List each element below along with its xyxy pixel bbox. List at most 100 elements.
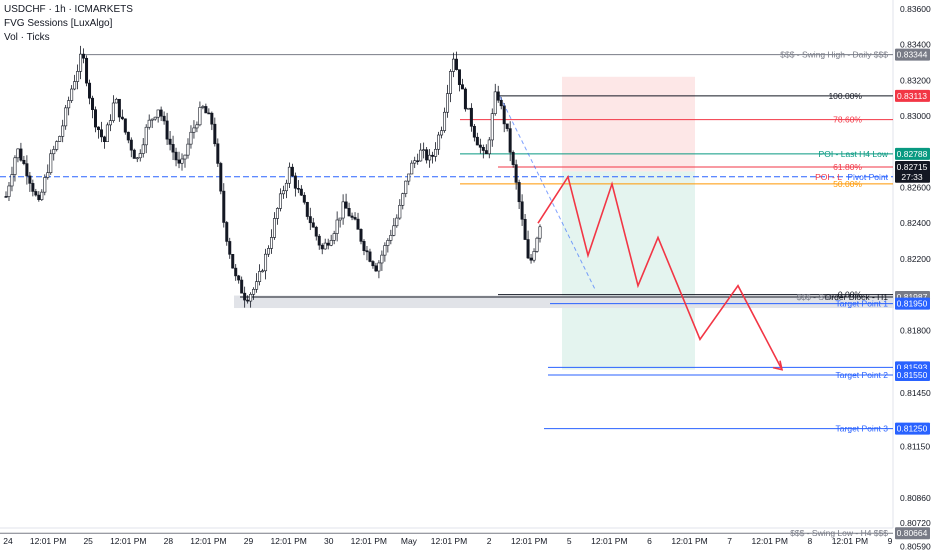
candle-body [508,128,512,153]
candle-body [225,222,229,242]
candle-body [484,150,488,155]
candle-body [517,182,521,203]
level-label: 0.00% [838,290,863,300]
candle-body [431,154,435,157]
candle-body [70,88,74,101]
candle-body [195,124,199,129]
candle-body [213,123,217,145]
candle-body [108,120,112,126]
candle-body [446,93,450,113]
price-tag: 0.81250 [897,424,928,434]
candle-body [472,125,476,138]
y-tick-label: 0.80860 [900,493,931,503]
y-tick-label: 0.81150 [900,441,930,451]
candle-body [466,107,470,110]
candle-body [332,233,336,241]
candle-body [365,250,369,253]
candle-body [449,71,453,94]
candle-body [150,118,154,121]
candle-body [138,153,142,159]
candle-body [171,144,175,153]
candle-body [505,123,509,129]
y-tick-label: 0.80590 [900,541,931,550]
candle-body [407,173,411,182]
candle-body [168,138,172,145]
x-tick-label: 12:01 PM [591,536,627,546]
level-label: 78.60% [833,115,862,125]
candle-body [91,97,95,110]
candle-body [240,279,244,294]
candle-body [73,81,77,90]
indicator-fvg-sessions[interactable]: FVG Sessions [LuxAlgo] [4,18,113,29]
candle-body [395,217,399,227]
price-tag: 0.81593 [897,362,928,372]
candle-body [189,131,193,145]
projection-arrowhead [772,360,784,371]
price-tag: 0.82788 [897,149,928,159]
x-tick-label: 8 [807,536,812,546]
candle-body [159,109,163,117]
candle-body [76,71,80,82]
price-tag: 27:33 [901,172,923,182]
candle-body [40,191,44,200]
candle-body [401,193,405,206]
x-tick-label: 12:01 PM [351,536,387,546]
y-tick-label: 0.83000 [900,111,931,121]
candle-body [123,118,127,133]
x-tick-label: 25 [83,536,93,546]
candle-body [174,151,178,161]
price-tag-bg [895,527,930,540]
candle-body [165,120,169,140]
candle-body [210,112,214,125]
candle-body [82,53,86,59]
candle-body [305,201,309,217]
candle-body [16,148,20,159]
y-tick-label: 0.82200 [900,254,931,264]
level-label: Target Point 2 [836,370,889,380]
candle-body [58,136,62,142]
candle-body [302,194,306,203]
candle-body [261,270,265,273]
candle-body [425,149,429,161]
price-tag-bg [895,160,930,173]
candle-body [79,53,83,72]
candle-body [535,237,539,252]
x-tick-label: 6 [647,536,652,546]
candle-body [34,191,38,196]
x-tick-label: 30 [324,536,334,546]
candle-body [368,251,372,262]
candle-body [532,251,536,261]
candle-body [398,204,402,219]
price-tag-bg [895,297,930,310]
candle-body [114,98,118,104]
candle-body [216,143,220,164]
candle-body [290,166,294,177]
candle-body [344,201,348,209]
x-tick-label: 12:01 PM [832,536,868,546]
candle-body [201,106,205,108]
candle-body [493,91,497,114]
candle-body [523,218,527,240]
level-label: Target Point 3 [836,424,889,434]
candle-body [350,215,354,218]
candle-body [275,208,279,219]
candle-body [469,107,473,127]
candle-body [135,157,139,160]
candle-body [129,139,133,151]
candle-body [451,58,455,72]
candle-body [526,239,530,259]
indicator-volume[interactable]: Vol · Ticks [4,32,50,43]
candle-body [502,105,506,125]
candle-body [272,218,276,238]
candle-body [383,245,387,256]
candle-body [243,292,247,301]
candle-body [404,180,408,194]
sell-risk-zone [562,76,695,172]
level-label: POI - Last H4 Low [819,149,889,159]
x-tick-label: 12:01 PM [671,536,707,546]
price-tag-bg [895,170,930,183]
candle-body [278,193,282,209]
candle-body [490,113,494,141]
x-tick-label: 12:01 PM [752,536,788,546]
